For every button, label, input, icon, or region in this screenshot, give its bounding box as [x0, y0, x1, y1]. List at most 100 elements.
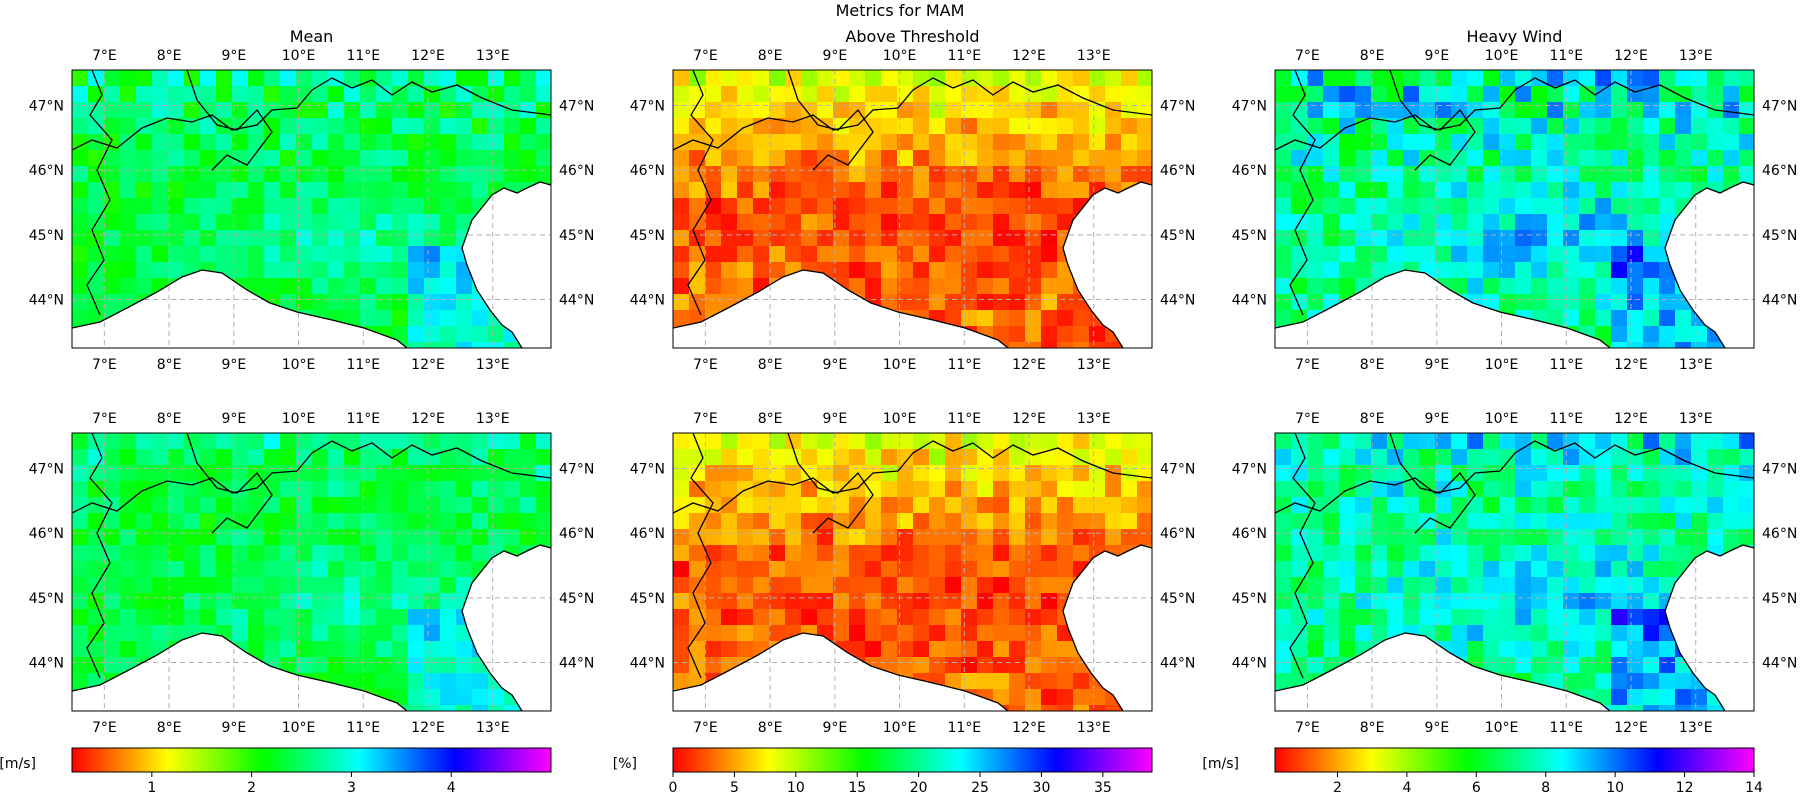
field-cell	[1041, 577, 1057, 593]
field-cell	[833, 182, 849, 198]
field-cell	[1025, 230, 1041, 246]
field-cell	[1041, 326, 1057, 342]
field-cell	[408, 134, 424, 150]
field-cell	[673, 449, 689, 465]
field-cell	[1025, 198, 1041, 214]
field-cell	[1611, 182, 1627, 198]
field-cell	[1121, 513, 1137, 529]
field-cell	[705, 593, 721, 609]
field-cell	[897, 625, 913, 641]
lon-tick-label-top: 8°E	[1360, 48, 1385, 64]
field-cell	[1025, 433, 1041, 449]
field-cell	[1451, 150, 1467, 166]
field-cell	[1089, 118, 1105, 134]
field-cell	[520, 433, 536, 449]
field-cell	[1121, 481, 1137, 497]
field-cell	[1371, 497, 1387, 513]
field-cell	[1483, 561, 1499, 577]
field-cell	[1275, 86, 1291, 102]
field-cell	[1009, 294, 1025, 310]
field-cell	[801, 449, 817, 465]
field-cell	[1515, 70, 1531, 86]
field-cell	[817, 577, 833, 593]
field-cell	[200, 593, 216, 609]
field-cell	[1025, 577, 1041, 593]
field-cell	[472, 433, 488, 449]
field-cell	[168, 118, 184, 134]
field-cell	[913, 198, 929, 214]
field-cell	[328, 481, 344, 497]
field-cell	[1041, 102, 1057, 118]
field-cell	[424, 326, 440, 342]
field-cell	[1659, 529, 1675, 545]
field-cell	[1563, 577, 1579, 593]
field-cell	[737, 641, 753, 657]
field-cell	[1611, 118, 1627, 134]
field-cell	[1105, 705, 1121, 711]
field-cell	[1707, 70, 1723, 86]
field-cell	[833, 545, 849, 561]
field-cell	[1419, 198, 1435, 214]
field-cell	[1739, 102, 1754, 118]
field-cell	[264, 577, 280, 593]
field-cell	[817, 214, 833, 230]
lon-tick-label-bottom: 9°E	[221, 720, 246, 736]
field-cell	[216, 497, 232, 513]
field-cell	[1467, 449, 1483, 465]
field-cell	[1595, 166, 1611, 182]
field-cell	[705, 609, 721, 625]
field-cell	[1611, 609, 1627, 625]
field-cell	[1025, 625, 1041, 641]
field-cell	[945, 625, 961, 641]
field-cell	[1291, 118, 1307, 134]
field-cell	[248, 625, 264, 641]
field-cell	[1611, 294, 1627, 310]
field-cell	[1371, 561, 1387, 577]
field-cell	[424, 166, 440, 182]
country-border	[1389, 433, 1476, 534]
field-cell	[961, 262, 977, 278]
field-cell	[1691, 529, 1707, 545]
field-cell	[865, 561, 881, 577]
field-cell	[1531, 513, 1547, 529]
field-cell	[817, 433, 833, 449]
field-cell	[1057, 657, 1073, 673]
field-cell	[769, 513, 785, 529]
field-cell	[1547, 102, 1563, 118]
field-cell	[168, 449, 184, 465]
field-cell	[705, 657, 721, 673]
field-cell	[360, 465, 376, 481]
field-cell	[200, 497, 216, 513]
field-cell	[440, 561, 456, 577]
field-cell	[296, 150, 312, 166]
field-cell	[344, 673, 360, 689]
field-cell	[1483, 198, 1499, 214]
field-cell	[945, 230, 961, 246]
field-cell	[1627, 86, 1643, 102]
field-cell	[376, 230, 392, 246]
field-cell	[1009, 198, 1025, 214]
field-cell	[392, 182, 408, 198]
field-cell	[1723, 166, 1739, 182]
field-cell	[376, 118, 392, 134]
field-cell	[881, 465, 897, 481]
field-cell	[913, 593, 929, 609]
field-cell	[865, 481, 881, 497]
field-cell	[737, 593, 753, 609]
field-cell	[1323, 214, 1339, 230]
lat-tick-label-right: 45°N	[1762, 228, 1797, 244]
field-cell	[1563, 118, 1579, 134]
field-cell	[216, 86, 232, 102]
field-cell	[248, 513, 264, 529]
field-cell	[929, 449, 945, 465]
field-cell	[488, 102, 504, 118]
field-cell	[673, 86, 689, 102]
field-cell	[232, 102, 248, 118]
field-cell	[1483, 246, 1499, 262]
field-cell	[1057, 689, 1073, 705]
field-cell	[1595, 214, 1611, 230]
field-cell	[424, 641, 440, 657]
field-cell	[961, 481, 977, 497]
lon-tick-label-bottom: 7°E	[1295, 720, 1320, 736]
coastline	[1275, 269, 1611, 348]
